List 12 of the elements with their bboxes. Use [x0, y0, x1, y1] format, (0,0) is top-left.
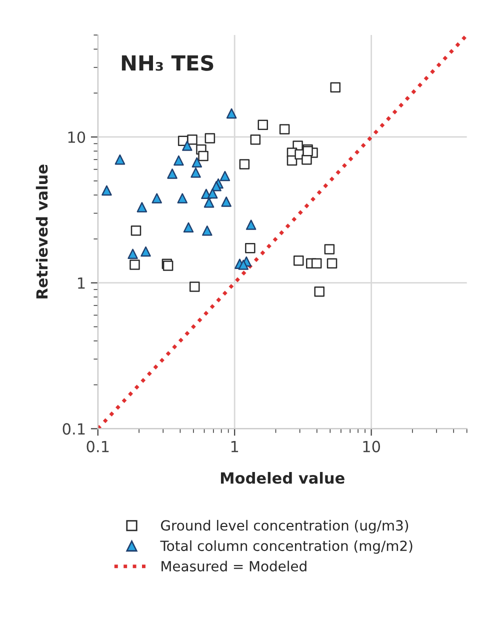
legend-label: Ground level concentration (ug/m3): [161, 520, 408, 534]
text: NH₃ TES: [122, 55, 214, 71]
legend-label: Measured = Modeled: [162, 560, 306, 572]
y-axis-title: Retrieved value: [36, 164, 48, 298]
x-tick-label: 10: [363, 440, 380, 452]
y-tick-label: 0.1: [62, 423, 85, 435]
x-axis-title: Modeled value: [220, 472, 344, 484]
x-tick-label: 0.1: [86, 440, 109, 452]
legend-label: Total column concentration (mg/m2): [160, 540, 412, 554]
x-tick-label: 1: [231, 440, 238, 452]
y-tick-label: 10: [68, 131, 86, 144]
y-tick-label: 1: [78, 278, 85, 289]
